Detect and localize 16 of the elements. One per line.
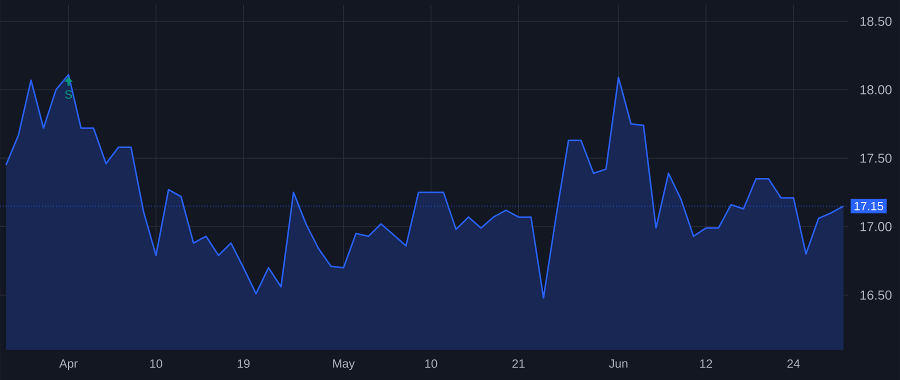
x-tick-label: May <box>333 359 355 370</box>
x-tick-label: 10 <box>425 359 438 368</box>
x-tick-label: 24 <box>787 359 800 368</box>
y-tick-label: 17.50 <box>860 154 892 163</box>
ref-line-label: 17.15 <box>854 202 884 210</box>
x-tick-label: 12 <box>700 359 712 368</box>
x-tick-label: 21 <box>512 359 525 368</box>
y-tick-label: 18.50 <box>860 16 892 26</box>
x-tick-label: Apr <box>59 359 78 370</box>
x-tick-label: 10 <box>150 359 162 368</box>
y-tick-label: 17.00 <box>860 222 892 232</box>
y-tick-label: 18.00 <box>860 85 892 94</box>
x-tick-label: Jun <box>609 359 628 368</box>
annotation: S <box>65 90 72 99</box>
y-tick-label: 16.50 <box>860 290 892 300</box>
x-tick-label: 19 <box>238 359 250 368</box>
